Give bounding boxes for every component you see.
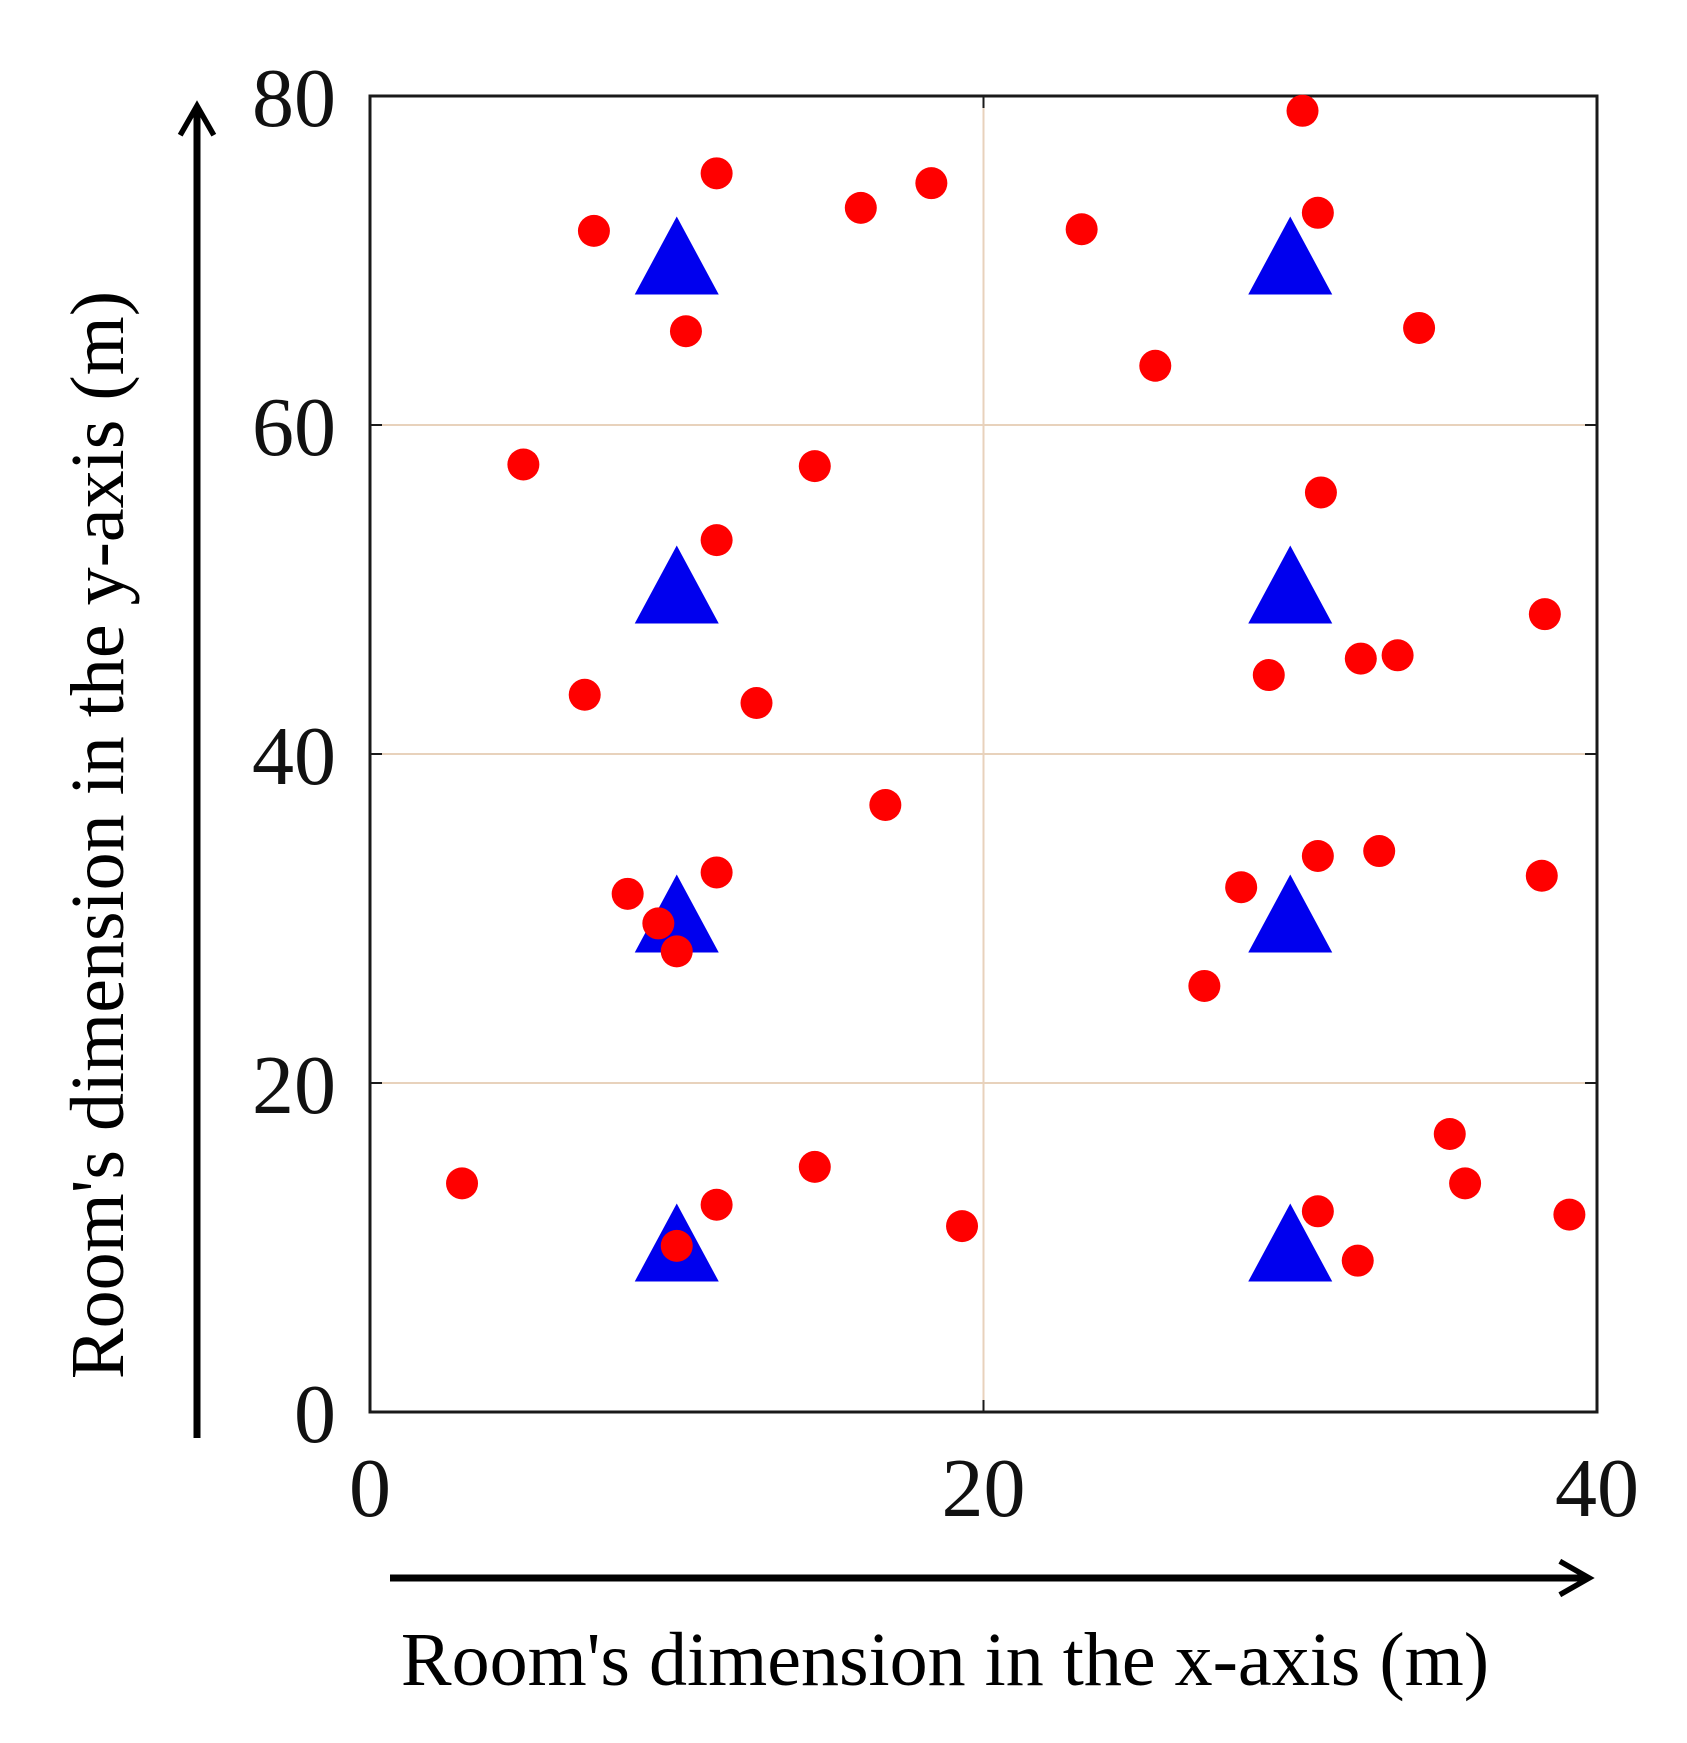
- circle-point: [844, 191, 877, 224]
- circle-point: [1286, 94, 1319, 127]
- x-tick-label: 40: [1555, 1442, 1639, 1535]
- circle-point: [915, 167, 948, 200]
- circle-point: [946, 1210, 979, 1243]
- circle-point: [700, 524, 733, 557]
- circle-point: [669, 315, 702, 348]
- grid-lines: [370, 96, 1597, 1412]
- circle-point: [446, 1167, 479, 1200]
- circle-point: [1553, 1198, 1586, 1231]
- circle-point: [1225, 871, 1258, 904]
- circle-point: [1449, 1167, 1482, 1200]
- x-axis-title: Room's dimension in the x-axis (m): [401, 1618, 1489, 1702]
- y-tick-label: 60: [252, 381, 336, 474]
- circle-point: [1363, 835, 1396, 868]
- circle-point: [1433, 1117, 1466, 1150]
- x-tick-label: 0: [349, 1442, 391, 1535]
- circle-point: [1301, 1195, 1334, 1228]
- circle-point: [1304, 476, 1337, 509]
- y-tick-label: 40: [252, 710, 336, 803]
- y-axis-title: Room's dimension in the y-axis (m): [56, 291, 140, 1379]
- circle-point: [1301, 839, 1334, 872]
- circle-point: [507, 448, 540, 481]
- y-tick-label: 0: [294, 1368, 336, 1461]
- circle-point: [1139, 349, 1172, 382]
- circle-point: [1065, 213, 1098, 246]
- circle-point: [1188, 969, 1221, 1002]
- circle-point: [700, 1188, 733, 1221]
- triangle-point: [1248, 1203, 1333, 1282]
- triangle-point: [634, 545, 719, 624]
- axis-ticks: 0 20 40 0 20 40 60 80: [252, 52, 1639, 1535]
- circle-point: [660, 935, 693, 968]
- y-tick-label: 80: [252, 52, 336, 145]
- circle-point: [1381, 639, 1414, 672]
- circle-point: [642, 907, 675, 940]
- circle-point: [1341, 1244, 1374, 1277]
- circle-point: [740, 687, 773, 720]
- circle-point: [1525, 859, 1558, 892]
- triangle-point: [1248, 545, 1333, 624]
- circle-point: [798, 1150, 831, 1183]
- circle-point: [611, 877, 644, 910]
- circle-point: [660, 1229, 693, 1262]
- circle-point: [1528, 598, 1561, 631]
- circle-point: [577, 214, 610, 247]
- circle-point: [798, 450, 831, 483]
- triangle-point: [1248, 216, 1333, 295]
- circle-point: [1403, 311, 1436, 344]
- y-tick-label: 20: [252, 1039, 336, 1132]
- circle-point: [1344, 642, 1377, 675]
- triangle-point: [1248, 874, 1333, 953]
- data-marks: [446, 94, 1586, 1282]
- x-tick-label: 20: [942, 1442, 1026, 1535]
- circle-point: [869, 788, 902, 821]
- circle-point: [700, 157, 733, 190]
- circle-point: [568, 678, 601, 711]
- circle-point: [700, 856, 733, 889]
- circle-point: [1301, 196, 1334, 229]
- triangle-point: [634, 216, 719, 295]
- circle-point: [1252, 659, 1285, 692]
